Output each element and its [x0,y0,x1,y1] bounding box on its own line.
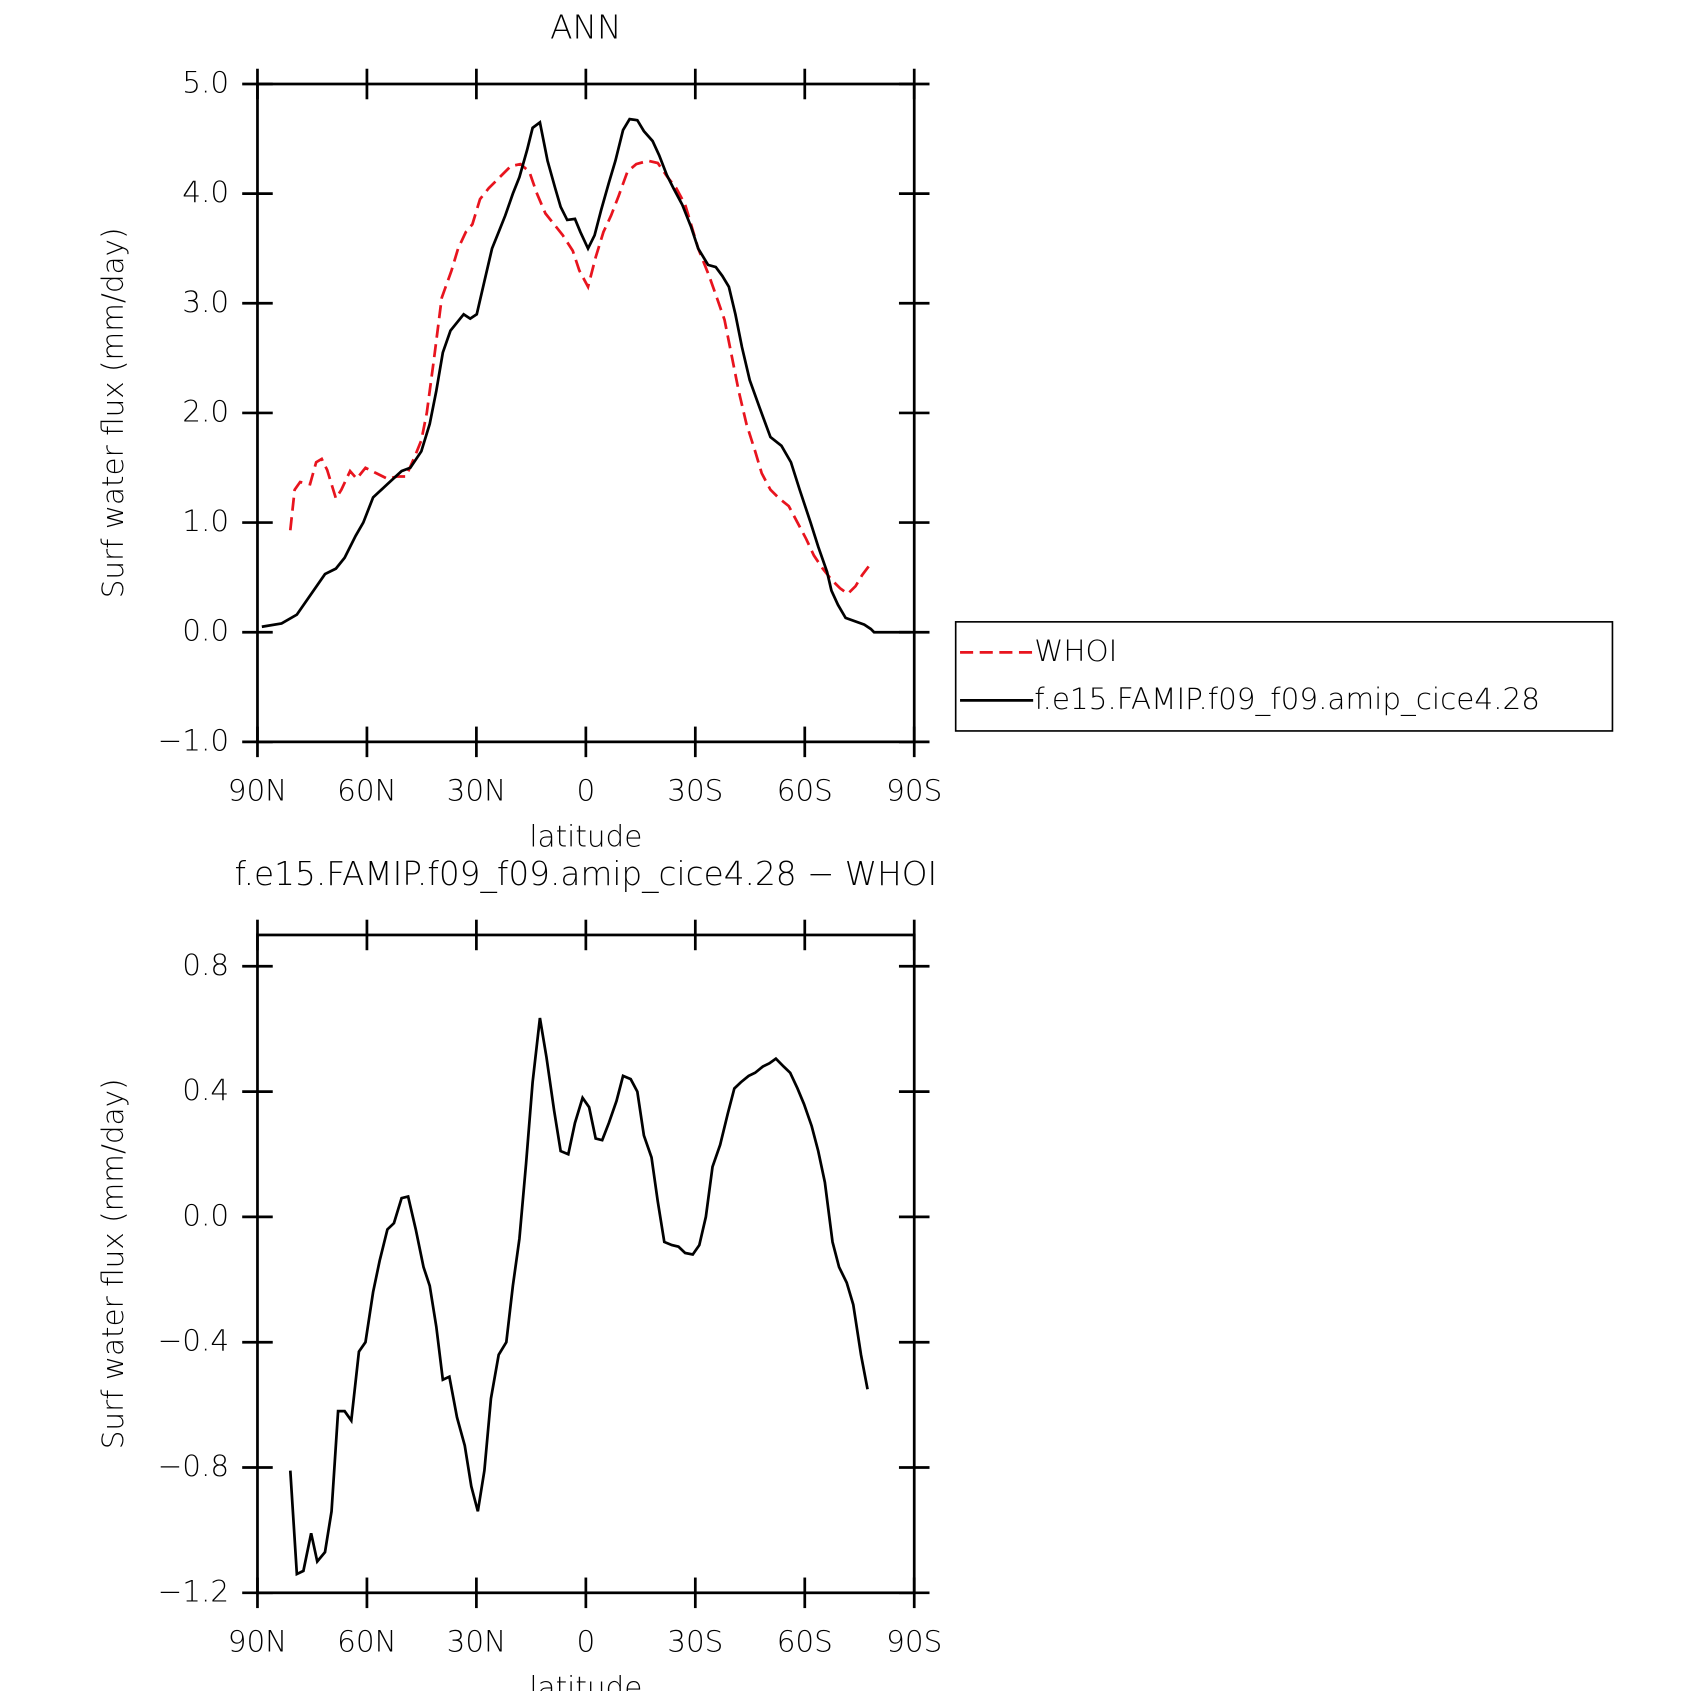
x-axis-label: latitude [529,819,642,853]
y-tick-label: 4.0 [182,175,229,209]
y-tick-label: −0.8 [158,1449,229,1483]
series-line [288,1017,869,1577]
chart-title: f.e15.FAMIP.f09_f09.amip_cice4.28 − WHOI [235,855,938,893]
y-tick-label: 5.0 [182,66,229,100]
x-tick-label: 60S [777,774,833,808]
legend: WHOI f.e15.FAMIP.f09_f09.amip_cice4.28 [954,621,1614,732]
x-tick-label: 30S [667,774,723,808]
legend-box [954,621,1614,732]
x-tick-label: 30S [667,1624,723,1658]
x-tick-label: 0 [576,1624,595,1658]
x-axis-label: latitude [529,1670,642,1691]
y-tick-label: −1.0 [158,723,229,757]
series-line [288,159,870,596]
plot-frame [256,933,916,1595]
y-tick-label: −1.2 [158,1574,229,1608]
x-tick-label: 60S [777,1624,833,1658]
legend-label: f.e15.FAMIP.f09_f09.amip_cice4.28 [1034,682,1540,717]
chart-title: ANN [550,8,621,46]
x-tick-label: 60N [337,774,396,808]
legend-label: WHOI [1034,634,1117,668]
y-tick-label: −0.4 [158,1324,229,1358]
x-tick-label: 90N [228,774,287,808]
y-tick-label: 1.0 [182,504,229,538]
y-tick-label: 0.4 [182,1073,229,1107]
series-line [261,117,911,634]
y-tick-label: 0.0 [182,614,229,648]
plot-frame [256,82,916,744]
y-axis-label: Surf water flux (mm/day) [96,1079,130,1450]
x-tick-label: 30N [447,1624,506,1658]
y-tick-label: 0.0 [182,1198,229,1232]
x-tick-label: 0 [576,774,595,808]
x-tick-label: 90N [228,1624,287,1658]
y-axis-label: Surf water flux (mm/day) [96,228,130,599]
x-tick-label: 90S [886,774,942,808]
y-tick-label: 3.0 [182,285,229,319]
y-tick-label: 2.0 [182,394,229,428]
x-tick-label: 90S [886,1624,942,1658]
x-tick-label: 30N [447,774,506,808]
x-tick-label: 60N [337,1624,396,1658]
y-tick-label: 0.8 [182,948,229,982]
